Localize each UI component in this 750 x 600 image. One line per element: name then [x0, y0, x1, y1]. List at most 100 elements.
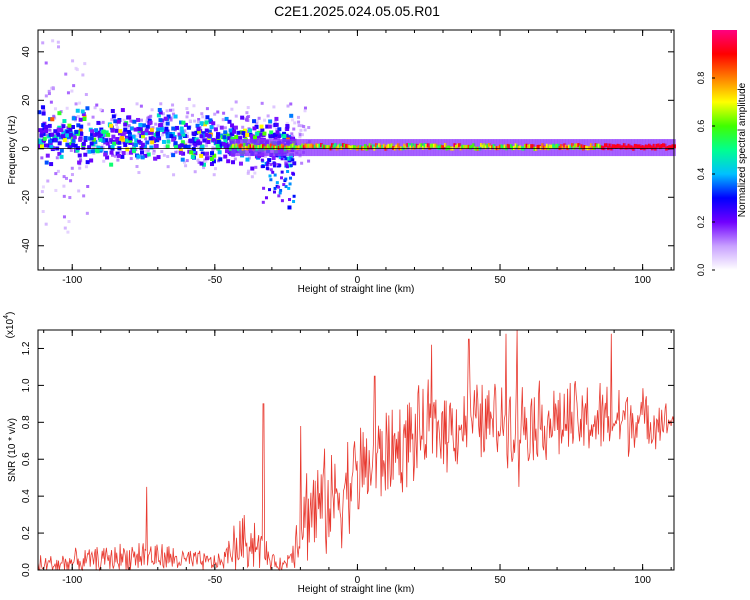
spectrogram-cell: [420, 143, 424, 148]
spectrogram-cell: [464, 145, 468, 150]
spectrogram-cell: [608, 139, 612, 157]
spectrogram-cell: [555, 143, 559, 148]
spectrogram-cell: [87, 149, 92, 154]
spectrogram-cell: [274, 116, 279, 121]
spectrogram-cell: [195, 123, 200, 128]
spectrogram-cell: [163, 145, 167, 149]
spectrogram-cell: [300, 133, 304, 137]
spectrogram-cell: [228, 128, 233, 133]
x-tick-label: -50: [208, 575, 223, 586]
spectrogram-cell: [126, 152, 130, 156]
spectrogram-cell: [265, 145, 269, 150]
spectrogram-cell: [42, 136, 47, 141]
spectrogram-cell: [83, 137, 88, 142]
spectrogram-cell: [101, 145, 105, 149]
spectrogram-cell: [191, 136, 196, 141]
spectrogram-cell: [345, 143, 349, 148]
spectrogram-cell: [307, 126, 311, 130]
spectrogram-cell: [259, 132, 264, 137]
spectrogram-cell: [201, 162, 206, 167]
spectrogram-cell: [614, 144, 618, 149]
spectrogram-cell: [179, 143, 184, 148]
spectrogram-cell: [80, 109, 85, 114]
spectrogram-cell: [655, 143, 659, 148]
spectrogram-cell: [260, 101, 264, 105]
spectrogram-cell: [580, 144, 584, 149]
spectrogram-cell: [392, 145, 396, 150]
spectrogram-cell: [310, 139, 314, 157]
spectrogram-cell: [280, 176, 284, 180]
svg-text:(x104): (x104): [3, 312, 16, 339]
spectrogram-cell: [171, 137, 176, 142]
spectrogram-cell: [443, 139, 447, 157]
spectrogram-cell: [211, 148, 215, 152]
spectrogram-cell: [123, 122, 128, 127]
spectrogram-cell: [318, 143, 322, 148]
spectrogram-cell: [159, 126, 164, 131]
spectrogram-cell: [81, 141, 86, 146]
spectrogram-cell: [184, 164, 188, 168]
spectrogram-cell: [122, 118, 126, 122]
spectrogram-cell: [68, 196, 72, 200]
spectrogram-cell: [209, 125, 214, 130]
spectrogram-cell: [67, 145, 72, 150]
spectrogram-cell: [291, 158, 295, 162]
spectrogram-cell: [456, 143, 460, 148]
spectrogram-cell: [289, 157, 293, 161]
spectrogram-cell: [260, 158, 264, 162]
spectrogram-cell: [65, 139, 69, 143]
spectrogram-cell: [251, 143, 255, 148]
spectrogram-cell: [204, 159, 208, 163]
spectrogram-cell: [161, 133, 165, 137]
spectrogram-cell: [79, 124, 84, 129]
spectrogram-cell: [205, 151, 210, 156]
spectrogram-cell: [531, 144, 535, 149]
spectrogram-cell: [539, 146, 543, 151]
spectrogram-cell: [235, 139, 239, 157]
spectrogram-cell: [57, 141, 62, 146]
spectrogram-cell: [41, 105, 46, 110]
spectrogram-cell: [324, 144, 328, 149]
spectrogram-cell: [53, 129, 58, 134]
spectrogram-cell: [275, 181, 279, 185]
spectrogram-cell: [172, 173, 176, 177]
spectrogram-cell: [87, 122, 91, 126]
snr-series-line: [37, 329, 675, 572]
spectrogram-cell: [280, 199, 284, 203]
spectrogram-cell: [250, 175, 254, 179]
spectrogram-cell: [189, 150, 194, 155]
spectrogram-cell: [426, 143, 430, 148]
spectrogram-cell: [197, 117, 201, 121]
snr-xlabel: Height of straight line (km): [298, 584, 415, 595]
spectrogram-cell: [269, 178, 273, 182]
spectrogram-cell: [552, 143, 556, 148]
spectrogram-cell: [169, 134, 174, 139]
spectrogram-cell: [669, 145, 673, 150]
spectrogram-cell: [196, 145, 200, 149]
spectrogram-cell: [103, 152, 108, 157]
spectrogram-cell: [636, 144, 640, 149]
spectrogram-cell: [528, 144, 532, 149]
spectrogram-cell: [149, 127, 154, 132]
spectrogram-cell: [230, 144, 234, 149]
spectrogram-cell: [230, 123, 235, 128]
spectrogram-cell: [503, 144, 507, 149]
spectrogram-cell: [300, 124, 304, 128]
spectrogram-cell: [71, 59, 75, 63]
spectrogram-cell: [117, 138, 122, 143]
spectrogram-ylabel: Frequency (Hz): [7, 116, 18, 185]
colorbar-label: Normalized spectral amplitude: [737, 82, 748, 217]
spectrogram-cell: [41, 111, 46, 116]
spectrogram-cell: [223, 154, 228, 159]
spectrogram-cell: [200, 112, 204, 116]
spectrogram-cell: [261, 200, 265, 204]
y-tick-label: -20: [21, 190, 32, 205]
spectrogram-cell: [50, 132, 55, 137]
spectrogram-cell: [128, 140, 133, 145]
spectrogram-cell: [247, 144, 251, 149]
spectrogram-cell: [257, 154, 262, 159]
spectrogram-cell: [37, 144, 42, 149]
spectrogram-cell: [243, 142, 247, 147]
spectrogram-cell: [246, 130, 250, 134]
spectrogram-cell: [343, 143, 347, 148]
